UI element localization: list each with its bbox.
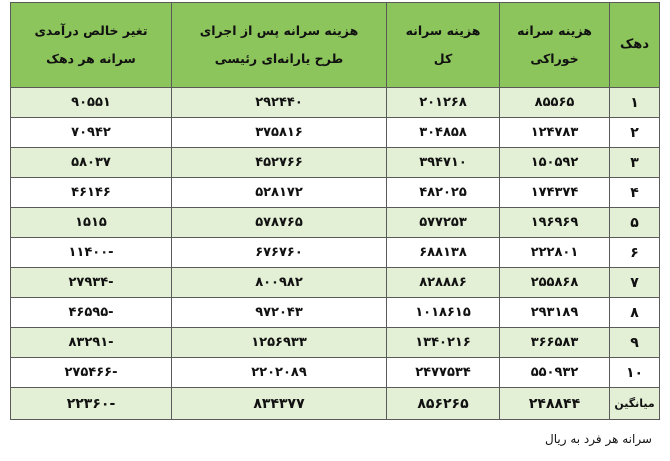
cell-after: ۶۷۶۷۶۰ (171, 237, 387, 268)
cell-dahak: ۱ (609, 87, 660, 118)
cell-total: ۳۰۴۸۵۸ (386, 117, 500, 148)
cell-total: ۲۰۱۲۶۸ (386, 87, 500, 118)
cell-food: ۸۵۵۶۵ (499, 87, 610, 118)
table-row-average: میانگین ۲۴۸۸۴۴ ۸۵۶۲۶۵ ۸۳۴۳۷۷ -۲۲۳۶۰ (10, 387, 660, 420)
cell-change: ۱۵۱۵ (10, 207, 172, 238)
footnote: سرانه هر فرد به ریال (545, 432, 652, 446)
header-food-per-capita: هزینه سرانه خوراکی (499, 2, 610, 88)
subsidy-table: دهک هزینه سرانه خوراکی هزینه سرانه کل هز… (10, 2, 660, 420)
cell-food: ۲۹۳۱۸۹ (499, 297, 610, 328)
cell-after: ۱۲۵۶۹۳۳ (171, 327, 387, 358)
table-row: ۱۰ ۵۵۰۹۳۲ ۲۴۷۷۵۳۴ ۲۲۰۲۰۸۹ -۲۷۵۴۶۶ (10, 357, 660, 388)
header-food-line2: خوراکی (530, 51, 579, 66)
cell-dahak: ۷ (609, 267, 660, 298)
header-total-line2: کل (433, 51, 453, 66)
cell-dahak: ۲ (609, 117, 660, 148)
cell-total: ۱۳۴۰۲۱۶ (386, 327, 500, 358)
cell-food: ۱۲۴۷۸۳ (499, 117, 610, 148)
cell-change: ۵۸۰۳۷ (10, 147, 172, 178)
cell-dahak: ۸ (609, 297, 660, 328)
cell-dahak: ۵ (609, 207, 660, 238)
table-row: ۱ ۸۵۵۶۵ ۲۰۱۲۶۸ ۲۹۲۴۴۰ ۹۰۵۵۱ (10, 87, 660, 118)
header-change-line2: سرانه هر دهک (46, 51, 136, 66)
cell-total: ۴۸۲۰۲۵ (386, 177, 500, 208)
cell-total: ۸۲۸۸۸۶ (386, 267, 500, 298)
cell-average-label: میانگین (609, 387, 660, 420)
cell-change: -۲۲۳۶۰ (10, 387, 172, 420)
cell-change: -۸۳۲۹۱ (10, 327, 172, 358)
table-row: ۵ ۱۹۶۹۶۹ ۵۷۷۲۵۳ ۵۷۸۷۶۵ ۱۵۱۵ (10, 207, 660, 238)
header-change-line1: تغیر خالص درآمدی (34, 23, 148, 38)
cell-food: ۳۶۶۵۸۳ (499, 327, 610, 358)
cell-total: ۲۴۷۷۵۳۴ (386, 357, 500, 388)
header-dahak: دهک (609, 2, 660, 88)
table-row: ۸ ۲۹۳۱۸۹ ۱۰۱۸۶۱۵ ۹۷۲۰۴۳ -۴۶۵۹۵ (10, 297, 660, 328)
cell-after: ۳۷۵۸۱۶ (171, 117, 387, 148)
cell-dahak: ۱۰ (609, 357, 660, 388)
cell-total: ۳۹۴۷۱۰ (386, 147, 500, 178)
cell-change: -۲۷۹۳۴ (10, 267, 172, 298)
cell-food: ۲۵۵۸۶۸ (499, 267, 610, 298)
cell-change: ۴۶۱۴۶ (10, 177, 172, 208)
cell-change: ۹۰۵۵۱ (10, 87, 172, 118)
table-row: ۳ ۱۵۰۵۹۲ ۳۹۴۷۱۰ ۴۵۲۷۶۶ ۵۸۰۳۷ (10, 147, 660, 178)
cell-food: ۱۵۰۵۹۲ (499, 147, 610, 178)
cell-change: -۲۷۵۴۶۶ (10, 357, 172, 388)
cell-total: ۶۸۸۱۳۸ (386, 237, 500, 268)
cell-after: ۵۲۸۱۷۲ (171, 177, 387, 208)
cell-dahak: ۶ (609, 237, 660, 268)
cell-after: ۹۷۲۰۴۳ (171, 297, 387, 328)
cell-after: ۸۰۰۹۸۲ (171, 267, 387, 298)
table-header: دهک هزینه سرانه خوراکی هزینه سرانه کل هز… (10, 2, 660, 88)
cell-dahak: ۹ (609, 327, 660, 358)
table-row: ۶ ۲۲۲۸۰۱ ۶۸۸۱۳۸ ۶۷۶۷۶۰ -۱۱۴۰۰ (10, 237, 660, 268)
table-body: ۱ ۸۵۵۶۵ ۲۰۱۲۶۸ ۲۹۲۴۴۰ ۹۰۵۵۱ ۲ ۱۲۴۷۸۳ ۳۰۴… (10, 87, 660, 420)
header-total-line1: هزینه سرانه (405, 23, 481, 38)
cell-total: ۸۵۶۲۶۵ (386, 387, 500, 420)
table-row: ۲ ۱۲۴۷۸۳ ۳۰۴۸۵۸ ۳۷۵۸۱۶ ۷۰۹۴۲ (10, 117, 660, 148)
cell-change: -۱۱۴۰۰ (10, 237, 172, 268)
cell-after: ۴۵۲۷۶۶ (171, 147, 387, 178)
table-row: ۹ ۳۶۶۵۸۳ ۱۳۴۰۲۱۶ ۱۲۵۶۹۳۳ -۸۳۲۹۱ (10, 327, 660, 358)
cell-total: ۵۷۷۲۵۳ (386, 207, 500, 238)
cell-change: ۷۰۹۴۲ (10, 117, 172, 148)
cell-change: -۴۶۵۹۵ (10, 297, 172, 328)
header-food-line1: هزینه سرانه (517, 23, 592, 38)
cell-after: ۸۳۴۳۷۷ (171, 387, 387, 420)
header-after-line2: طرح یارانه‌ای رئیسی (214, 51, 344, 66)
cell-after: ۵۷۸۷۶۵ (171, 207, 387, 238)
header-total-per-capita: هزینه سرانه کل (386, 2, 500, 88)
header-net-income-change: تغیر خالص درآمدی سرانه هر دهک (10, 2, 172, 88)
cell-dahak: ۳ (609, 147, 660, 178)
table-row: ۴ ۱۷۴۳۷۴ ۴۸۲۰۲۵ ۵۲۸۱۷۲ ۴۶۱۴۶ (10, 177, 660, 208)
cell-total: ۱۰۱۸۶۱۵ (386, 297, 500, 328)
cell-dahak: ۴ (609, 177, 660, 208)
cell-after: ۲۲۰۲۰۸۹ (171, 357, 387, 388)
header-after-line1: هزینه سرانه پس از اجرای (199, 23, 359, 38)
header-after-subsidy: هزینه سرانه پس از اجرای طرح یارانه‌ای رئ… (171, 2, 387, 88)
cell-food: ۵۵۰۹۳۲ (499, 357, 610, 388)
cell-food: ۱۹۶۹۶۹ (499, 207, 610, 238)
cell-after: ۲۹۲۴۴۰ (171, 87, 387, 118)
table-row: ۷ ۲۵۵۸۶۸ ۸۲۸۸۸۶ ۸۰۰۹۸۲ -۲۷۹۳۴ (10, 267, 660, 298)
cell-food: ۲۴۸۸۴۴ (499, 387, 610, 420)
cell-food: ۱۷۴۳۷۴ (499, 177, 610, 208)
cell-food: ۲۲۲۸۰۱ (499, 237, 610, 268)
